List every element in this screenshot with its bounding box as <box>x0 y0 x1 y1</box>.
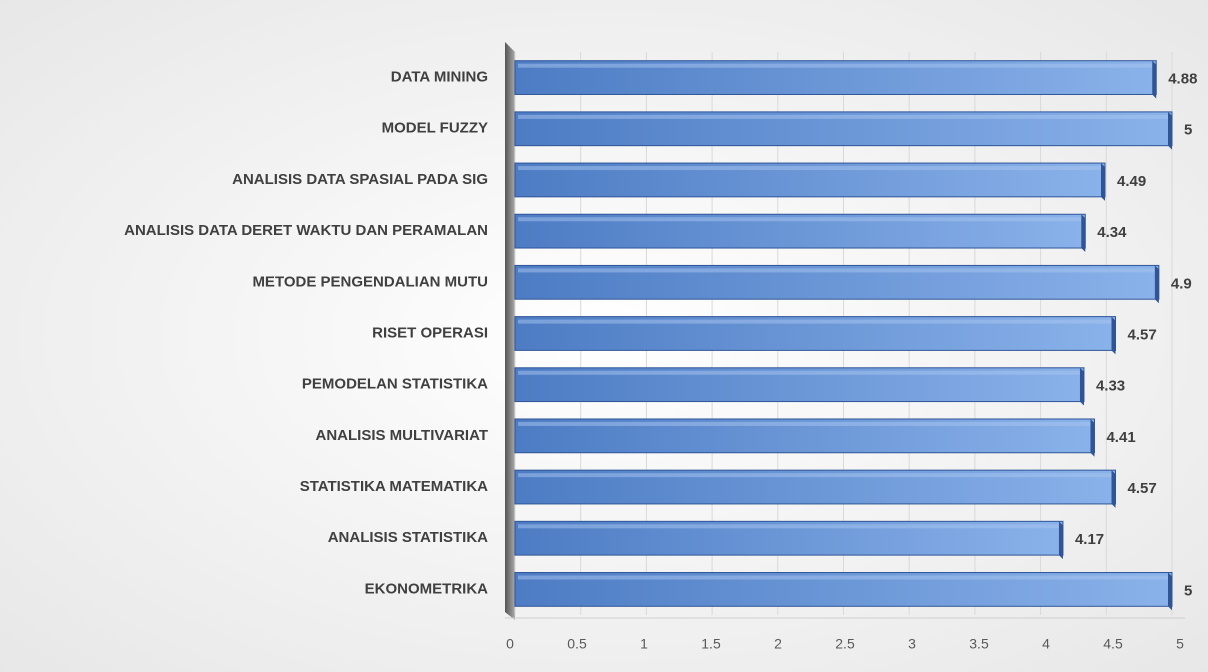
x-tick-label: 4.5 <box>1103 636 1123 652</box>
value-label: 4.49 <box>1117 173 1146 190</box>
y-tick-label: EKONOMETRIKA <box>365 580 489 597</box>
value-label: 4.17 <box>1075 531 1104 548</box>
y-tick-label: METODE PENGENDALIAN MUTU <box>252 273 488 290</box>
x-tick-label: 4 <box>1042 636 1050 652</box>
bar <box>514 520 1064 560</box>
bar <box>514 213 1086 253</box>
value-label: 4.33 <box>1096 378 1125 395</box>
y-tick-label: ANALISIS DATA DERET WAKTU DAN PERAMALAN <box>124 222 488 239</box>
x-tick-label: 2 <box>774 636 782 652</box>
value-label: 4.34 <box>1097 224 1127 241</box>
bar <box>514 264 1160 304</box>
bar <box>514 162 1106 201</box>
x-tick-label: 1.5 <box>701 636 721 652</box>
bar <box>514 572 1173 611</box>
x-tick-label: 3.5 <box>969 636 989 652</box>
bar <box>514 469 1116 508</box>
y-tick-label: MODEL FUZZY <box>382 120 488 137</box>
x-tick-label: 2.5 <box>835 636 855 652</box>
y-tick-label: ANALISIS STATISTIKA <box>328 529 488 546</box>
value-label: 5 <box>1184 122 1192 139</box>
x-tick-label: 5 <box>1176 636 1184 652</box>
value-label: 4.41 <box>1106 429 1135 446</box>
x-tick-label: 0.5 <box>567 636 587 652</box>
x-tick-label: 1 <box>640 636 648 652</box>
value-label: 4.9 <box>1171 275 1192 292</box>
bar <box>514 367 1085 406</box>
bar <box>514 316 1116 355</box>
value-label: 4.88 <box>1168 71 1197 88</box>
bar <box>514 60 1157 99</box>
y-tick-label: DATA MINING <box>391 69 488 86</box>
x-tick-label: 3 <box>908 636 916 652</box>
y-tick-label: PEMODELAN STATISTIKA <box>302 376 488 393</box>
axis-wall <box>505 42 515 620</box>
bar <box>514 111 1173 150</box>
value-label: 4.57 <box>1127 326 1156 343</box>
y-tick-label: ANALISIS MULTIVARIAT <box>316 427 489 444</box>
bar <box>514 418 1095 457</box>
y-tick-label: ANALISIS DATA SPASIAL PADA SIG <box>232 171 488 188</box>
value-label: 5 <box>1184 582 1192 599</box>
y-tick-label: STATISTIKA MATEMATIKA <box>300 478 488 495</box>
y-tick-label: RISET OPERASI <box>372 324 488 341</box>
x-tick-label: 0 <box>506 636 514 652</box>
value-label: 4.57 <box>1127 480 1156 497</box>
